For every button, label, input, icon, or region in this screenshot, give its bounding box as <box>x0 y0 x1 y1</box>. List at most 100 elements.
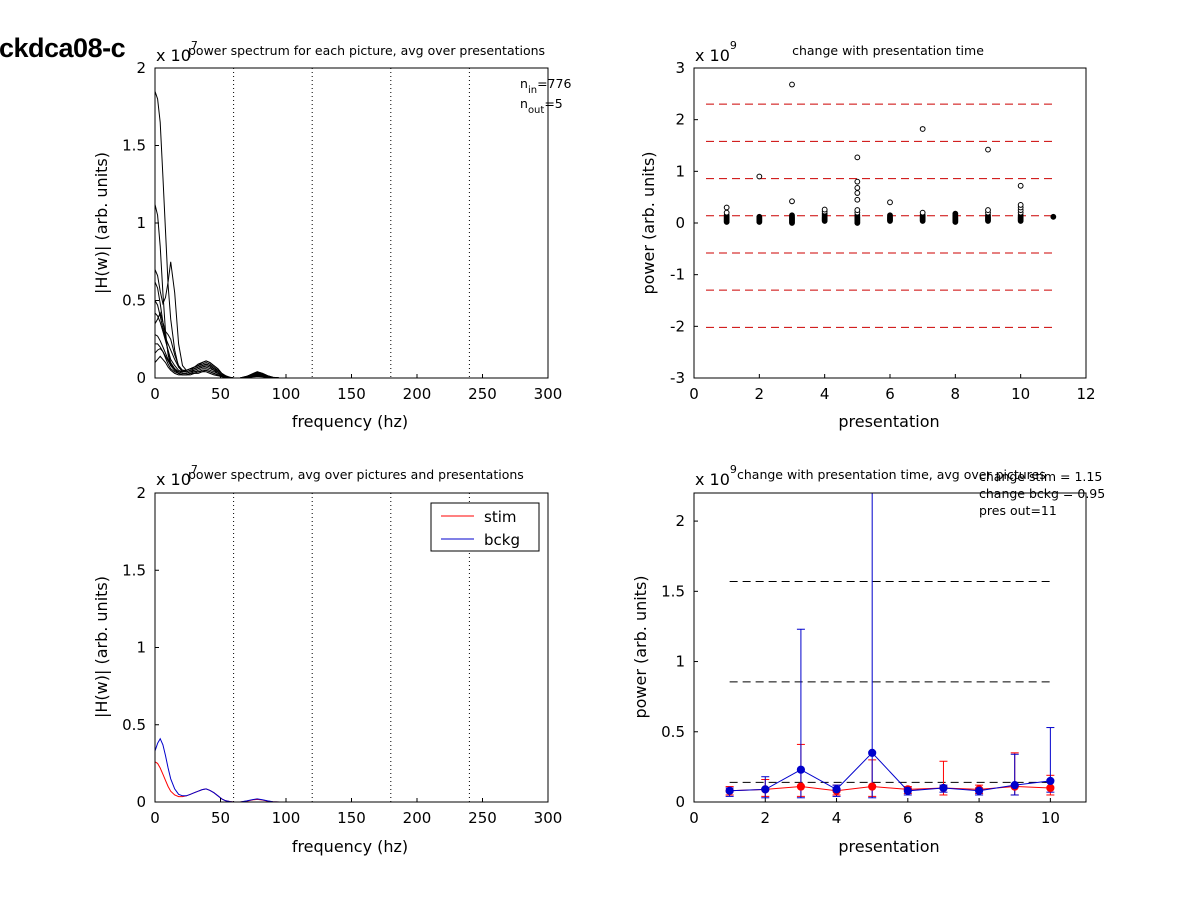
y-tick-label: 0.5 <box>122 716 146 734</box>
panel-spectrum-per-picture: 0 50 100 150 200 250 300 0 0.5 1 1.5 2 power spectr… <box>92 39 571 431</box>
data-point <box>985 146 991 153</box>
x-tick-label: 150 <box>337 809 366 827</box>
series-line-picture-1 <box>154 91 548 379</box>
x-tick-label: 10 <box>1011 385 1030 403</box>
y-tick-label: 0.5 <box>122 292 146 310</box>
n-out-annotation: nout=5 <box>520 96 563 116</box>
chart-title: change with presentation time <box>792 43 984 58</box>
data-point <box>854 207 861 213</box>
annotation-change-stim: change stim = 1.15 <box>979 469 1102 484</box>
x-tick-label: 8 <box>951 385 961 403</box>
y-tick-label: 2 <box>136 59 146 77</box>
data-point <box>723 204 730 211</box>
data-point <box>1050 213 1057 220</box>
y-multiplier: x 107 <box>156 463 198 489</box>
x-tick-label: 0 <box>689 809 699 827</box>
data-point <box>756 213 763 220</box>
series-line-picture-4 <box>154 281 548 379</box>
marker-bckg <box>725 786 734 795</box>
data-point <box>789 81 795 88</box>
series-line-picture-8 <box>154 334 548 379</box>
panel-spectrum-avg: 0 50 100 150 200 250 300 0 0.5 1 1.5 2 power spectr… <box>92 463 562 856</box>
data-point <box>789 198 795 205</box>
x-tick-label: 300 <box>534 809 563 827</box>
y-tick-label: 1.5 <box>661 582 685 600</box>
marker-bckg <box>903 786 912 795</box>
panel-marks <box>725 493 1055 799</box>
data-point <box>854 154 861 161</box>
marker-bckg <box>832 785 841 794</box>
y-tick-label: 1.5 <box>122 137 146 155</box>
data-point <box>854 184 861 191</box>
y-multiplier: x 109 <box>695 39 737 65</box>
y-tick-label: 0 <box>675 214 685 232</box>
x-tick-label: 250 <box>468 809 497 827</box>
data-point <box>1017 202 1024 208</box>
series-line-bckg <box>729 752 1051 792</box>
y-tick-label: -2 <box>670 317 685 335</box>
y-tick-label: 1.5 <box>122 561 146 579</box>
chart-title: change with presentation time, avg over … <box>737 467 1046 482</box>
chart-title: power spectrum, avg over pictures and pr… <box>188 467 524 482</box>
x-tick-label: 100 <box>272 809 301 827</box>
panel-marks <box>154 68 549 379</box>
y-tick-label: 3 <box>675 59 685 77</box>
marker-stim <box>868 782 877 791</box>
data-point <box>821 206 828 213</box>
data-point <box>952 210 959 217</box>
x-tick-label: 6 <box>885 385 895 403</box>
x-tick-label: 0 <box>150 385 160 403</box>
y-tick-label: 0.5 <box>661 723 685 741</box>
data-point <box>887 212 893 219</box>
y-tick-label: 0 <box>136 793 146 811</box>
y-multiplier: x 107 <box>156 39 198 65</box>
series-line-stim <box>154 761 548 803</box>
x-tick-label: 10 <box>1041 809 1060 827</box>
marker-stim <box>796 782 806 791</box>
axes-frame <box>154 67 549 379</box>
data-point <box>887 199 893 206</box>
x-tick-label: 6 <box>903 809 913 827</box>
y-axis-label: |H(w)| (arb. units) <box>92 576 111 718</box>
chart-title: power spectrum for each picture, avg ove… <box>188 43 545 58</box>
y-axis-label: |H(w)| (arb. units) <box>92 152 111 294</box>
figure-label: ckdca08-c <box>0 33 126 63</box>
data-point <box>919 209 926 216</box>
x-axis-label: frequency (hz) <box>292 837 408 856</box>
x-tick-label: 0 <box>689 385 699 403</box>
series-line-picture-2 <box>154 204 548 379</box>
x-tick-label: 12 <box>1076 385 1095 403</box>
marker-bckg <box>796 765 806 774</box>
tick-labels: 0 50 100 150 200 250 300 0 0.5 1 1.5 2 <box>122 484 562 827</box>
data-point <box>919 126 926 132</box>
y-tick-label: 2 <box>675 512 685 530</box>
x-tick-label: 4 <box>832 809 842 827</box>
y-axis-label: power (arb. units) <box>639 151 658 294</box>
y-multiplier: x 109 <box>695 463 737 489</box>
tick-labels: 0 50 100 150 200 250 300 0 0.5 1 1.5 2 <box>122 59 562 403</box>
y-tick-label: 2 <box>136 484 146 502</box>
y-tick-label: 1 <box>136 639 146 657</box>
x-tick-label: 2 <box>760 809 770 827</box>
legend-label-bckg: bckg <box>484 531 520 549</box>
panel-change-avg: 0 2 4 6 8 10 0 0.5 1 1.5 2 change with presentatio… <box>631 463 1105 856</box>
data-point <box>723 209 730 216</box>
data-point <box>789 212 795 219</box>
marker-bckg <box>761 785 770 794</box>
x-tick-label: 50 <box>211 385 230 403</box>
x-tick-label: 8 <box>974 809 984 827</box>
x-tick-label: 200 <box>403 385 432 403</box>
marker-bckg <box>939 783 948 793</box>
x-tick-label: 250 <box>468 385 497 403</box>
series-line-picture-3 <box>154 261 548 379</box>
annotation-change-bckg: change bckg = 0.95 <box>979 486 1105 501</box>
series-line-picture-10 <box>154 347 548 379</box>
axes-frame <box>693 492 1087 803</box>
marker-bckg <box>1010 781 1019 790</box>
y-axis-label: power (arb. units) <box>631 575 650 718</box>
y-tick-label: 1 <box>136 214 146 232</box>
y-tick-label: 1 <box>675 162 685 180</box>
data-point <box>854 196 861 203</box>
